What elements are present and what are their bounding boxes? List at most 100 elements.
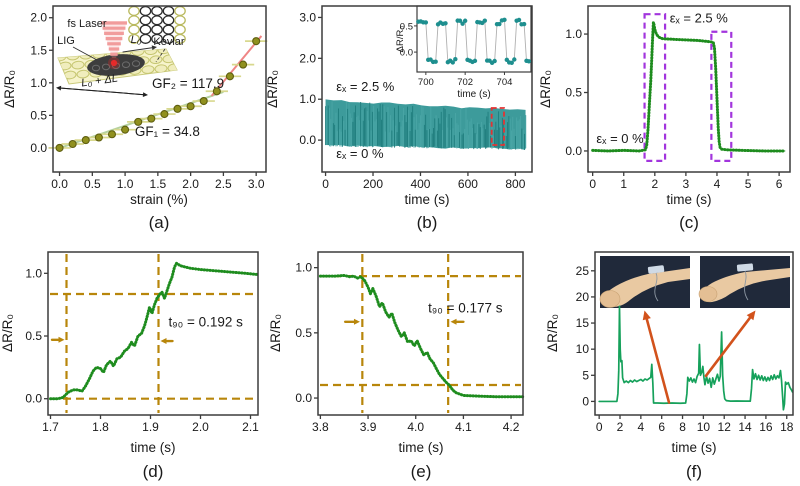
- data-point: [107, 130, 117, 139]
- arrow-head: [450, 318, 457, 325]
- arrow-head: [142, 92, 148, 97]
- x-tick-label: 12: [718, 420, 732, 434]
- trace: [49, 261, 260, 401]
- x-tick-label: 3: [683, 177, 690, 191]
- panel-d: 1.7 1.8 1.9 2.0 2.1 0.0 0.5 1.0 t₉₀ = 0.192 s: [25, 251, 260, 434]
- x-tick-label: 3.0: [248, 177, 265, 191]
- y-tick-label: 1.0: [30, 76, 47, 90]
- data-point: [68, 139, 77, 149]
- highlight-rect-1: [643, 13, 667, 162]
- y-tick-label: 25: [576, 264, 590, 278]
- axes-border: [587, 5, 791, 173]
- x-tick-label: 4.0: [407, 420, 424, 434]
- panel-e: 3.8 3.9 4.0 4.1 4.2 0.0 0.5 1.0 t₉₀ = 0.177 s: [295, 251, 525, 434]
- y-tick-label: 2.0: [299, 51, 316, 65]
- panel-a: 0.0 0.5 1.0 1.5 2.0 2.5 3.0 0.0 0.5 1.0 1.5 2.0 GF₁ …: [30, 5, 268, 191]
- x-tick-label: 3.9: [360, 420, 377, 434]
- highlight-rect-2: [710, 30, 733, 162]
- x-tick-label: 2: [651, 177, 658, 191]
- arrow-head: [160, 338, 167, 345]
- x-tick-label: 0: [596, 420, 603, 434]
- x-tick-label: 4: [638, 420, 645, 434]
- y-tick-label: 1.5: [30, 43, 47, 57]
- inset-wave-dot: [472, 58, 478, 64]
- x-tick-label: 18: [780, 420, 794, 434]
- laser-spot-icon: [110, 59, 118, 67]
- y-tick-label: 1.0: [25, 266, 42, 280]
- lig-texture: [91, 64, 101, 72]
- inset-wave-dot: [453, 56, 458, 62]
- inset-ylabel: ΔR/R₀: [395, 26, 406, 53]
- trace: [598, 305, 794, 411]
- data-point: [225, 72, 235, 81]
- response-time-label: t₉₀ = 0.192 s: [169, 315, 244, 330]
- lig-texture: [121, 61, 131, 68]
- sensor-patch: [736, 263, 754, 272]
- data-point: [94, 133, 103, 142]
- lig-leader-line: [72, 46, 98, 61]
- x-tick-label: 2: [617, 420, 624, 434]
- inset-wave-dot: [516, 17, 522, 23]
- panel-c-caption: (c): [679, 213, 699, 232]
- x-tick-label: 600: [458, 177, 478, 191]
- y-tick-label: 20: [576, 290, 590, 304]
- x-tick-label: 4.2: [503, 420, 520, 434]
- panel-d-ylabel: ΔR/R₀: [0, 314, 15, 352]
- panel-f-ylabel: ΔR/R₀: [545, 314, 560, 352]
- y-tick-label: 0.0: [565, 144, 582, 158]
- inset-wave-dot: [492, 58, 497, 64]
- fit-label-2: GF₂ = 117.9: [152, 76, 224, 91]
- lig-label: LIG: [57, 35, 75, 47]
- inset-wave-dot: [497, 21, 502, 27]
- data-point: [186, 102, 195, 111]
- x-tick-label: 0.5: [84, 177, 101, 191]
- inset-xlabel: time (s): [457, 89, 490, 100]
- y-tick-label: 0.0: [299, 133, 316, 147]
- inset-wave-dot: [512, 57, 517, 62]
- inset-wave-dot: [457, 18, 463, 23]
- y-tick-label: 3.0: [299, 10, 316, 24]
- arrow-head: [746, 310, 756, 321]
- panel-e-caption: (e): [411, 462, 432, 481]
- data-point: [81, 136, 90, 145]
- data-point: [147, 114, 156, 123]
- x-tick-label: 0: [589, 177, 596, 191]
- kevlar-leader-line: [155, 48, 166, 63]
- panel-b-ylabel: ΔR/R₀: [265, 70, 280, 108]
- panel-c-xlabel: time (s): [667, 192, 712, 207]
- panel-b-caption: (b): [417, 213, 438, 232]
- inset-wave-dot: [443, 21, 448, 26]
- x-tick-label: 1.8: [92, 420, 109, 434]
- arrow-head: [353, 318, 360, 325]
- x-tick-label: 3.8: [312, 420, 329, 434]
- y-tick-label: 1.0: [565, 27, 582, 41]
- length-dimension: [56, 85, 148, 97]
- y-tick-label: 0.0: [30, 141, 47, 155]
- panel-f-xlabel: time (s): [672, 440, 717, 455]
- panel-d-xlabel: time (s): [131, 440, 176, 455]
- inset-wave-dot: [462, 18, 468, 23]
- panel-a-xlabel: strain (%): [130, 192, 188, 207]
- panel-b-xlabel: time (s): [405, 192, 450, 207]
- fit-line-2: [210, 35, 263, 97]
- data-point: [55, 143, 64, 152]
- y-tick-label: 1.0: [295, 261, 312, 275]
- kevlar-label: Kevlar: [153, 36, 185, 48]
- x-tick-label: 0: [322, 177, 329, 191]
- panel-a-ylabel: ΔR/R₀: [2, 70, 17, 108]
- inset-wave-dot: [509, 60, 514, 65]
- inset-wave-dot: [521, 21, 527, 27]
- data-point: [199, 96, 208, 106]
- arrow-line: [704, 316, 752, 378]
- x-tick-label: 2.0: [192, 420, 209, 434]
- x-tick-label: 4: [714, 177, 721, 191]
- inset-wave-dot: [460, 21, 465, 26]
- x-tick-label: 1.5: [150, 177, 167, 191]
- arrow-line: [122, 47, 153, 53]
- inset-x-tick-label: 702: [457, 77, 473, 88]
- fs-laser-label: fs Laser: [67, 18, 106, 30]
- arrow-line: [645, 317, 671, 404]
- fit-label-1: GF₁ = 34.8: [135, 124, 200, 139]
- response-time-label: t₉₀ = 0.177 s: [428, 301, 503, 316]
- forearm-shape: [601, 268, 690, 307]
